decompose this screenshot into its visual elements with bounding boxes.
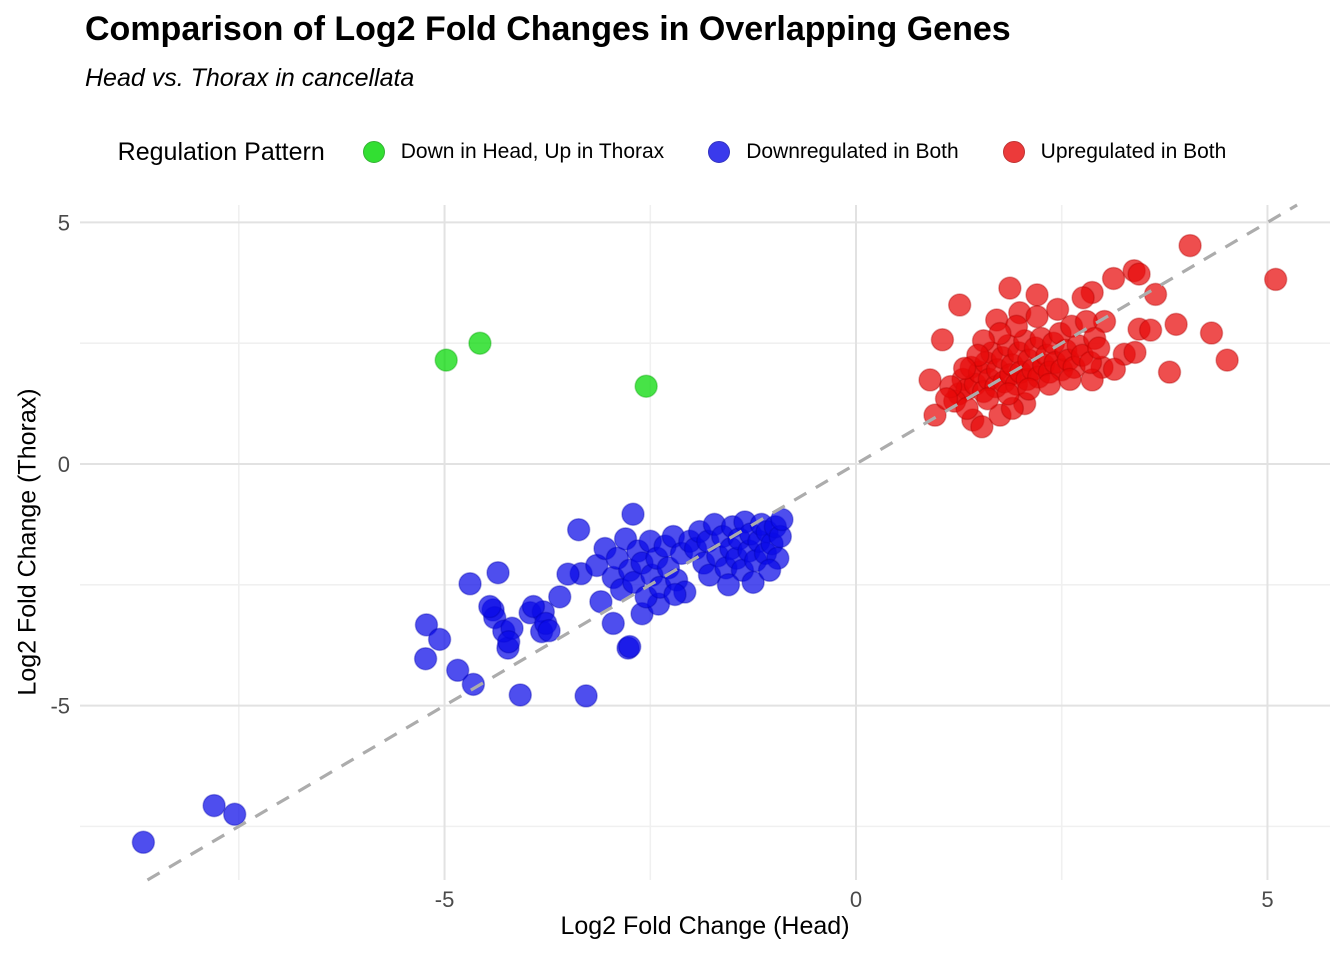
chart-title: Comparison of Log2 Fold Changes in Overl…	[85, 10, 1011, 48]
x-tick-label: -5	[435, 887, 455, 912]
y-tick-label: 0	[58, 452, 70, 477]
legend-title: Regulation Pattern	[117, 137, 325, 166]
data-point	[521, 594, 546, 619]
data-point	[508, 683, 533, 707]
data-point	[1263, 267, 1288, 292]
data-point	[1199, 321, 1224, 345]
legend-item-label: Downregulated in Both	[746, 140, 959, 163]
data-point	[556, 562, 580, 586]
data-point	[222, 802, 247, 827]
legend-item-label: Down in Head, Up in Thorax	[400, 140, 665, 163]
data-point	[445, 658, 470, 683]
data-point	[1123, 340, 1147, 365]
data-point	[1101, 266, 1126, 291]
data-point	[427, 627, 452, 652]
data-point	[617, 634, 642, 659]
data-point	[930, 328, 955, 352]
data-point	[1138, 318, 1163, 342]
data-point	[461, 672, 486, 697]
data-point	[566, 517, 591, 542]
data-point	[131, 830, 156, 855]
legend-item-label: Upregulated in Both	[1040, 140, 1227, 163]
data-point	[1127, 262, 1151, 286]
x-axis-title: Log2 Fold Change (Head)	[560, 912, 850, 940]
data-point	[1178, 233, 1202, 258]
x-tick-label: 0	[850, 887, 862, 912]
data-point	[1025, 304, 1049, 329]
data-point	[1087, 336, 1111, 360]
data-point	[1037, 372, 1062, 397]
x-tick-label: 5	[1261, 887, 1273, 912]
data-point	[1017, 377, 1041, 401]
data-point	[952, 356, 977, 381]
data-point	[716, 573, 741, 597]
data-point	[548, 585, 572, 609]
data-point	[955, 396, 979, 421]
legend-item: Downregulated in Both	[708, 140, 959, 164]
legend-dot-icon	[1002, 141, 1025, 163]
data-point	[1025, 283, 1049, 307]
data-point	[468, 331, 492, 355]
data-point	[998, 276, 1022, 300]
data-point	[574, 684, 598, 708]
y-axis-title: Log2 Fold Change (Thorax)	[13, 388, 42, 696]
data-point	[478, 594, 502, 619]
data-point	[413, 646, 438, 671]
data-point	[975, 387, 1000, 411]
data-point	[496, 630, 521, 654]
data-point	[1157, 360, 1182, 384]
legend-items: Down in Head, Up in Thorax Downregulated …	[362, 140, 1227, 164]
data-point	[621, 502, 645, 526]
data-point	[757, 558, 782, 583]
data-point	[1215, 348, 1239, 372]
data-point	[414, 613, 439, 637]
data-point	[741, 570, 765, 595]
identity-line	[146, 203, 1298, 882]
chart-subtitle: Head vs. Thorax in cancellata	[85, 64, 415, 92]
legend-dot-icon	[708, 141, 731, 163]
data-point	[1071, 286, 1095, 310]
data-point	[537, 618, 561, 643]
data-point	[634, 374, 658, 398]
data-point	[601, 611, 625, 636]
y-tick-label: -5	[50, 694, 70, 719]
data-point	[202, 793, 226, 818]
legend-dot-icon	[362, 141, 385, 163]
y-tick-label: 5	[58, 210, 70, 235]
data-point	[996, 382, 1020, 406]
data-point	[486, 560, 510, 585]
legend: Regulation Pattern Down in Head, Up in T…	[0, 132, 1344, 172]
data-point	[663, 582, 687, 607]
data-point	[1164, 312, 1188, 337]
data-point	[918, 368, 942, 392]
data-point	[458, 572, 482, 596]
data-point	[1058, 367, 1082, 392]
legend-item: Down in Head, Up in Thorax	[362, 140, 665, 164]
data-point	[947, 293, 972, 317]
data-point	[1045, 297, 1070, 322]
legend-item: Upregulated in Both	[1002, 140, 1227, 164]
data-point	[970, 415, 994, 439]
data-point	[1102, 357, 1127, 382]
data-point	[434, 348, 458, 372]
